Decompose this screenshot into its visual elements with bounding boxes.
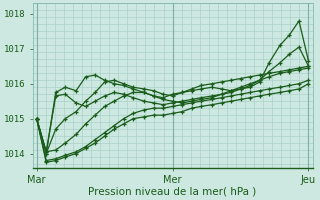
- X-axis label: Pression niveau de la mer( hPa ): Pression niveau de la mer( hPa ): [88, 187, 257, 197]
